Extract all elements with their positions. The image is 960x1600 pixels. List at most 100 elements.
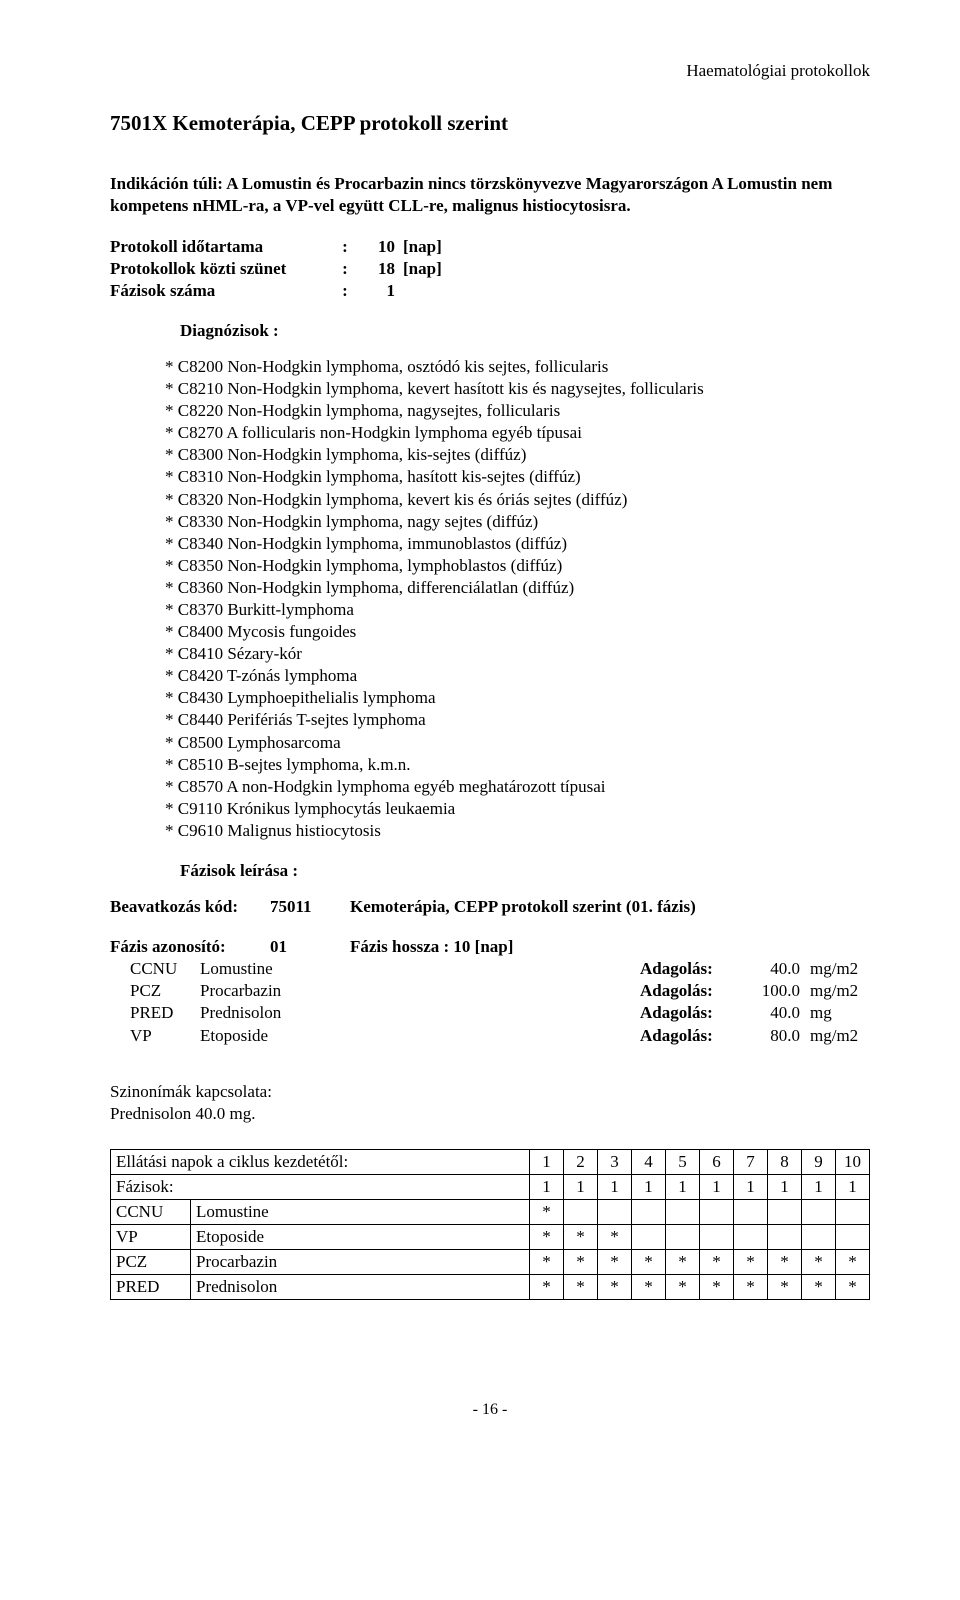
day-header: 6 — [700, 1149, 734, 1174]
diagnosis-item: * C8360 Non-Hodgkin lymphoma, differenci… — [165, 577, 870, 599]
document-title: 7501X Kemoterápia, CEPP protokoll szerin… — [110, 110, 870, 137]
schedule-cell: * — [768, 1250, 802, 1275]
schedule-cell: * — [700, 1275, 734, 1300]
intervention-code: 75011 — [270, 896, 350, 918]
diagnoses-heading: Diagnózisok : — [180, 320, 870, 342]
dose-value: 80.0 — [740, 1025, 800, 1047]
schedule-cell: * — [802, 1275, 836, 1300]
page-header: Haematológiai protokollok — [110, 60, 870, 82]
schedule-cell — [666, 1225, 700, 1250]
protocol-parameters: Protokoll időtartama : 10 [nap] Protokol… — [110, 236, 870, 302]
page-number: - 16 - — [110, 1400, 870, 1421]
duration-unit: [nap] — [395, 236, 442, 258]
schedule-cell: * — [734, 1275, 768, 1300]
schedule-cell — [768, 1200, 802, 1225]
schedule-row-label: Fázisok: — [111, 1174, 530, 1199]
schedule-row-code: PRED — [111, 1275, 191, 1300]
schedule-cell: 1 — [564, 1174, 598, 1199]
schedule-cell: * — [564, 1275, 598, 1300]
diagnosis-item: * C8500 Lymphosarcoma — [165, 732, 870, 754]
schedule-cell: 1 — [734, 1174, 768, 1199]
schedule-cell: * — [598, 1225, 632, 1250]
colon: : — [330, 258, 360, 280]
schedule-cell: * — [700, 1250, 734, 1275]
schedule-row-name: Prednisolon — [191, 1275, 530, 1300]
diagnosis-item: * C8340 Non-Hodgkin lymphoma, immunoblas… — [165, 533, 870, 555]
schedule-cell: * — [666, 1250, 700, 1275]
diagnosis-item: * C8370 Burkitt-lymphoma — [165, 599, 870, 621]
intervention-label: Beavatkozás kód: — [110, 896, 270, 918]
dose-label: Adagolás: — [640, 980, 740, 1002]
med-name: Prednisolon — [200, 1002, 350, 1024]
diagnosis-item: * C8320 Non-Hodgkin lymphoma, kevert kis… — [165, 489, 870, 511]
medication-row: VPEtoposideAdagolás:80.0mg/m2 — [110, 1025, 870, 1047]
diagnosis-item: * C8310 Non-Hodgkin lymphoma, hasított k… — [165, 466, 870, 488]
schedule-cell — [632, 1200, 666, 1225]
schedule-cell: * — [530, 1200, 564, 1225]
schedule-cell: 1 — [598, 1174, 632, 1199]
schedule-cell: * — [802, 1250, 836, 1275]
diagnosis-item: * C8570 A non-Hodgkin lymphoma egyéb meg… — [165, 776, 870, 798]
phase-id-value: 01 — [270, 936, 350, 958]
medication-row: CCNULomustineAdagolás:40.0mg/m2 — [110, 958, 870, 980]
schedule-cell — [768, 1225, 802, 1250]
schedule-cell — [836, 1225, 870, 1250]
schedule-cell: * — [666, 1275, 700, 1300]
synonyms-text: Prednisolon 40.0 mg. — [110, 1103, 870, 1125]
schedule-cell: 1 — [768, 1174, 802, 1199]
schedule-cell — [564, 1200, 598, 1225]
schedule-cell — [836, 1200, 870, 1225]
schedule-cell: 1 — [700, 1174, 734, 1199]
diagnosis-item: * C8300 Non-Hodgkin lymphoma, kis-sejtes… — [165, 444, 870, 466]
schedule-cell — [666, 1200, 700, 1225]
dose-value: 40.0 — [740, 958, 800, 980]
intervention-row: Beavatkozás kód: 75011 Kemoterápia, CEPP… — [110, 896, 870, 918]
schedule-row-code: CCNU — [111, 1200, 191, 1225]
schedule-cell — [700, 1200, 734, 1225]
schedule-cell — [734, 1200, 768, 1225]
schedule-cell: * — [530, 1225, 564, 1250]
schedule-row-name: Etoposide — [191, 1225, 530, 1250]
diagnosis-item: * C8410 Sézary-kór — [165, 643, 870, 665]
schedule-cell: * — [632, 1250, 666, 1275]
schedule-cell: 1 — [632, 1174, 666, 1199]
schedule-cell — [802, 1200, 836, 1225]
diagnosis-item: * C8350 Non-Hodgkin lymphoma, lymphoblas… — [165, 555, 870, 577]
diagnosis-item: * C8420 T-zónás lymphoma — [165, 665, 870, 687]
schedule-cell: * — [564, 1225, 598, 1250]
schedule-cell — [734, 1225, 768, 1250]
phases-desc-heading: Fázisok leírása : — [180, 860, 870, 882]
schedule-row-name: Lomustine — [191, 1200, 530, 1225]
colon: : — [330, 280, 360, 302]
day-header: 5 — [666, 1149, 700, 1174]
dose-unit: mg — [800, 1002, 870, 1024]
schedule-header-label: Ellátási napok a ciklus kezdetétől: — [111, 1149, 530, 1174]
dose-value: 40.0 — [740, 1002, 800, 1024]
med-code: CCNU — [130, 958, 200, 980]
schedule-cell — [632, 1225, 666, 1250]
day-header: 1 — [530, 1149, 564, 1174]
schedule-cell: 1 — [530, 1174, 564, 1199]
day-header: 4 — [632, 1149, 666, 1174]
phases-count-label: Fázisok száma — [110, 280, 330, 302]
schedule-cell: * — [836, 1275, 870, 1300]
schedule-cell — [700, 1225, 734, 1250]
schedule-row-name: Procarbazin — [191, 1250, 530, 1275]
phase-id-label: Fázis azonosító: — [110, 936, 270, 958]
dose-unit: mg/m2 — [800, 958, 870, 980]
colon: : — [330, 236, 360, 258]
schedule-cell: * — [530, 1275, 564, 1300]
dose-value: 100.0 — [740, 980, 800, 1002]
schedule-cell: 1 — [666, 1174, 700, 1199]
diagnosis-item: * C8270 A follicularis non-Hodgkin lymph… — [165, 422, 870, 444]
pause-unit: [nap] — [395, 258, 442, 280]
schedule-row-code: VP — [111, 1225, 191, 1250]
diagnosis-item: * C8400 Mycosis fungoides — [165, 621, 870, 643]
medication-row: PCZProcarbazinAdagolás:100.0mg/m2 — [110, 980, 870, 1002]
duration-label: Protokoll időtartama — [110, 236, 330, 258]
med-code: PRED — [130, 1002, 200, 1024]
schedule-cell: * — [598, 1250, 632, 1275]
diagnosis-item: * C8210 Non-Hodgkin lymphoma, kevert has… — [165, 378, 870, 400]
day-header: 3 — [598, 1149, 632, 1174]
phase-id-row: Fázis azonosító: 01 Fázis hossza : 10 [n… — [110, 936, 870, 958]
